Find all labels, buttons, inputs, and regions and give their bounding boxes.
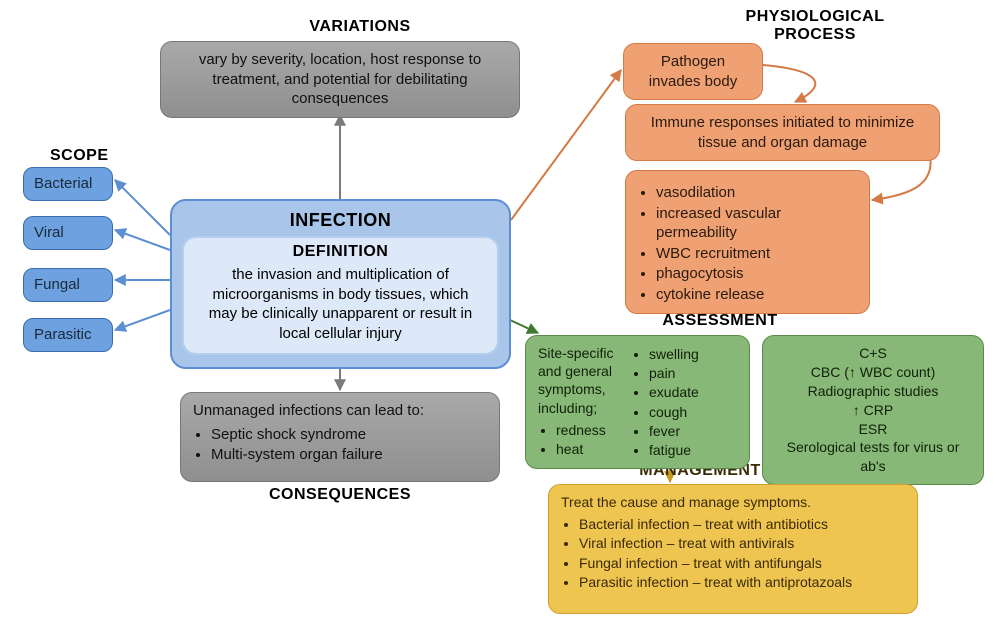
consequences-item: Septic shock syndrome [211,425,487,445]
symptom-item: redness [556,421,623,439]
test-item: ↑ CRP [775,401,971,420]
management-lead: Treat the cause and manage symptoms. [561,493,905,511]
arrow [115,230,170,250]
test-item: Serological tests for virus or ab's [775,438,971,476]
definition-text: the invasion and multiplication of micro… [198,265,483,343]
concept-map-canvas: VARIATIONS SCOPE PHYSIOLOGICAL PROCESS C… [0,0,997,631]
physio-step3-item: increased vascular permeability [656,204,857,243]
physio-step1: Pathogen invades body [623,43,763,100]
physio-step3-item: vasodilation [656,183,857,203]
assess-symptoms: Site-specific and general symptoms, incl… [525,335,750,469]
arrow [115,310,170,330]
heading-scope: SCOPE [50,147,130,165]
symptom-item: pain [649,364,737,382]
variations-box: vary by severity, location, host respons… [160,41,520,118]
symptom-item: cough [649,403,737,421]
definition-box: DEFINITION the invasion and multiplicati… [182,236,499,355]
arrow [511,70,621,220]
arrow [510,320,538,333]
consequences-item: Multi-system organ failure [211,445,487,465]
arrow [763,65,815,102]
heading-definition: DEFINITION [198,242,483,263]
scope-fungal: Fungal [23,268,113,302]
heading-infection: INFECTION [182,209,499,232]
symptom-item: heat [556,440,623,458]
heading-assessment: ASSESSMENT [640,312,800,330]
physio-step3-item: phagocytosis [656,264,857,284]
consequences-lead: Unmanaged infections can lead to: [193,401,487,421]
physio-step3: vasodilation increased vascular permeabi… [625,170,870,314]
heading-consequences: CONSEQUENCES [250,486,430,504]
symptom-item: swelling [649,345,737,363]
test-item: CBC (↑ WBC count) [775,363,971,382]
arrow [115,180,170,235]
management-item: Viral infection – treat with antivirals [579,534,905,552]
physio-step3-item: WBC recruitment [656,244,857,264]
physio-step3-list: vasodilation increased vascular permeabi… [638,183,857,304]
consequences-list: Septic shock syndrome Multi-system organ… [193,425,487,465]
arrow [872,155,931,200]
assess-tests: C+S CBC (↑ WBC count) Radiographic studi… [762,335,984,485]
heading-variations: VARIATIONS [260,18,460,36]
consequences-box: Unmanaged infections can lead to: Septic… [180,392,500,482]
scope-viral: Viral [23,216,113,250]
physio-step1-text: Pathogen invades body [649,53,737,90]
symptom-item: fatigue [649,441,737,459]
variations-text: vary by severity, location, host respons… [199,51,481,107]
scope-bacterial: Bacterial [23,167,113,201]
physio-step3-item: cytokine release [656,285,857,305]
test-item: ESR [775,420,971,439]
physio-step2: Immune responses initiated to minimize t… [625,104,940,161]
management-item: Fungal infection – treat with antifungal… [579,554,905,572]
test-item: C+S [775,344,971,363]
management-box: Treat the cause and manage symptoms. Bac… [548,484,918,614]
assess-symptoms-lead: Site-specific and general symptoms, incl… [538,344,623,417]
symptom-item: exudate [649,383,737,401]
heading-physio: PHYSIOLOGICAL PROCESS [715,8,915,45]
test-item: Radiographic studies [775,382,971,401]
symptom-item: fever [649,422,737,440]
central-box: INFECTION DEFINITION the invasion and mu… [170,199,511,369]
management-item: Parasitic infection – treat with antipro… [579,573,905,591]
scope-parasitic: Parasitic [23,318,113,352]
physio-step2-text: Immune responses initiated to minimize t… [651,114,914,151]
management-item: Bacterial infection – treat with antibio… [579,515,905,533]
